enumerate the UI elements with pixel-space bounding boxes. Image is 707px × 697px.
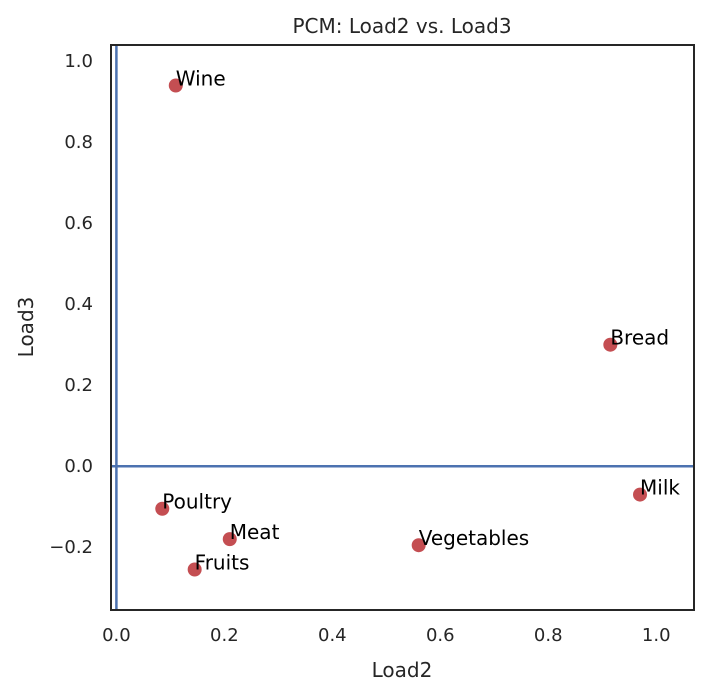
data-point [168, 78, 183, 93]
data-point [603, 337, 618, 352]
data-point-label: Vegetables [419, 526, 530, 550]
y-tick-label: 0.4 [64, 294, 93, 315]
data-point-label: Meat [230, 520, 280, 544]
reference-lines [111, 45, 694, 610]
data-point-label: Wine [176, 67, 226, 91]
x-tick-label: 0.8 [534, 625, 563, 646]
x-tick-label: 1.0 [642, 625, 671, 646]
y-tick-label: 0.6 [64, 213, 93, 234]
data-point [222, 532, 237, 547]
x-tick-label: 0.6 [426, 625, 455, 646]
y-axis-label: Load3 [14, 297, 38, 358]
data-point [187, 562, 202, 577]
plot-frame [110, 44, 695, 611]
data-point-label: Poultry [162, 490, 232, 514]
x-tick-label: 0.4 [318, 625, 347, 646]
x-tick-label: 0.0 [102, 625, 131, 646]
y-tick-label: 0.0 [64, 456, 93, 477]
data-point-label: Fruits [195, 550, 250, 574]
x-axis-label: Load2 [372, 658, 433, 682]
x-axis-ticks: 0.0 0.2 0.4 0.6 0.8 1.0 [102, 625, 670, 646]
data-point [633, 487, 648, 502]
data-point-labels: Wine Bread Milk Poultry Meat Vegetables Fruits [162, 67, 680, 575]
data-point-label: Milk [640, 476, 680, 500]
y-tick-label: 0.2 [64, 375, 93, 396]
data-point [411, 538, 426, 553]
y-axis-ticks: −0.2 0.0 0.2 0.4 0.6 0.8 1.0 [49, 51, 93, 558]
data-points [155, 78, 648, 577]
y-tick-label: 0.8 [64, 132, 93, 153]
y-tick-label: 1.0 [64, 51, 93, 72]
y-tick-label: −0.2 [49, 537, 93, 558]
chart-title: PCM: Load2 vs. Load3 [292, 14, 511, 38]
x-tick-label: 0.2 [210, 625, 239, 646]
data-point-label: Bread [610, 326, 669, 350]
data-point [155, 501, 170, 516]
